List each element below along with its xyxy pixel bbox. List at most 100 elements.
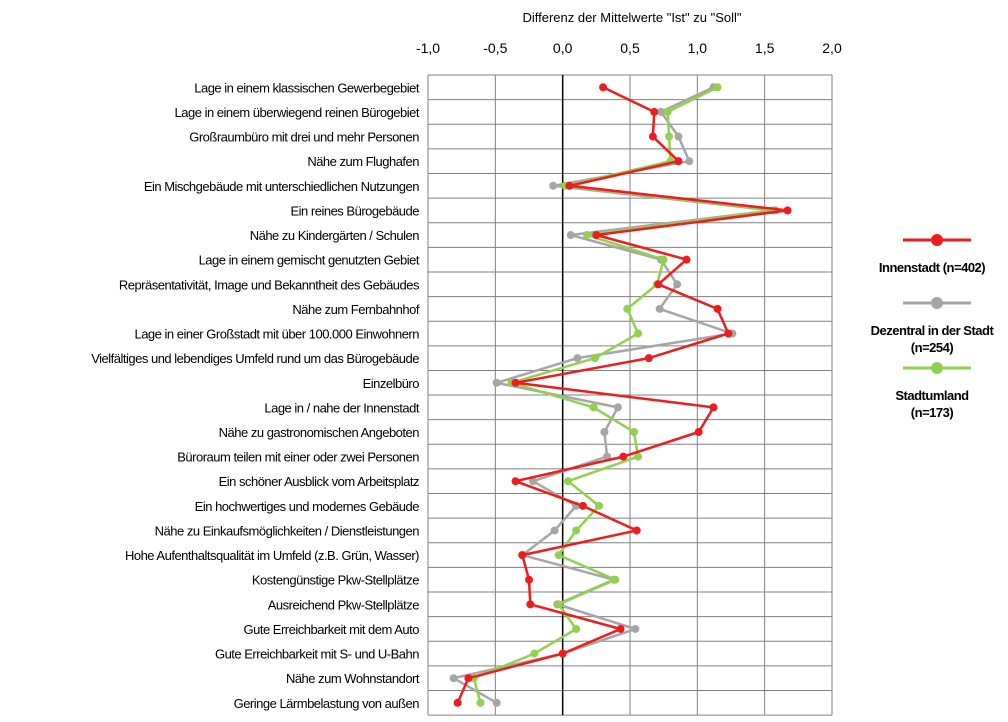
- x-tick-label: 1,0: [688, 40, 708, 56]
- data-point: [582, 231, 591, 240]
- category-label: Repräsentativität, Image und Bekanntheit…: [119, 277, 420, 292]
- data-point: [613, 403, 622, 412]
- category-label: Lage in einem überwiegend reinen Bürogeb…: [175, 105, 420, 120]
- data-point: [549, 181, 558, 190]
- category-label: Vielfältiges und lebendiges Umfeld rund …: [91, 351, 419, 366]
- data-point: [783, 206, 792, 215]
- data-point: [682, 255, 691, 264]
- legend-label: Stadtumland: [895, 388, 969, 403]
- data-point: [492, 698, 501, 707]
- data-point: [634, 329, 643, 338]
- data-point: [572, 624, 581, 633]
- data-point: [565, 181, 574, 190]
- data-point: [650, 107, 659, 116]
- grid: [427, 74, 833, 716]
- legend-label: (n=254): [911, 340, 954, 355]
- data-point: [595, 501, 604, 510]
- category-label: Ein hochwertiges und modernes Gebäude: [195, 499, 420, 514]
- x-tick-labels: -1,0 -0,5 0,0 0,5 1,0 1,5 2,0: [416, 40, 842, 56]
- data-point: [656, 107, 665, 116]
- category-label: Ein Mischgebäude mit unterschiedlichen N…: [144, 179, 419, 194]
- category-label: Gute Erreichbarkeit mit dem Auto: [244, 622, 420, 637]
- data-point: [511, 477, 520, 486]
- category-label: Einzelbüro: [363, 376, 420, 391]
- data-point: [511, 378, 520, 387]
- x-tick-label: 1,5: [755, 40, 775, 56]
- category-label: Hohe Aufenthaltsqualität im Umfeld (z.B.…: [125, 548, 419, 563]
- data-point: [599, 83, 608, 92]
- data-point: [724, 329, 733, 338]
- data-point: [518, 551, 527, 560]
- legend-marker: [931, 297, 943, 309]
- x-tick-label: -0,5: [483, 40, 507, 56]
- category-label: Ein reines Bürogebäude: [291, 203, 420, 218]
- category-label: Nähe zum Fernbahnhof: [292, 302, 419, 317]
- legend-marker: [931, 362, 943, 374]
- data-point: [655, 304, 664, 313]
- data-point: [453, 698, 462, 707]
- series-group: [453, 83, 792, 707]
- data-point: [449, 674, 458, 683]
- data-point: [663, 107, 672, 116]
- category-label: Ausreichend Pkw-Stellplätze: [268, 597, 420, 612]
- category-label: Nähe zu Kindergärten / Schulen: [250, 228, 420, 243]
- data-point: [631, 624, 640, 633]
- category-label: Lage in / nahe der Innenstadt: [264, 400, 420, 415]
- legend: Innenstadt (n=402) Dezentral in der Stadt…: [871, 234, 995, 420]
- category-label: Lage in einem gemischt genutzten Gebiet: [199, 253, 420, 268]
- series-layer: [449, 83, 792, 707]
- data-point: [611, 575, 620, 584]
- data-point: [713, 83, 722, 92]
- x-tick-label: 0,5: [620, 40, 640, 56]
- data-point: [566, 231, 575, 240]
- data-point: [685, 157, 694, 166]
- data-point: [572, 526, 581, 535]
- data-point: [526, 600, 535, 609]
- data-point: [673, 280, 682, 289]
- category-label: Ein schöner Ausblick vom Arbeitsplatz: [219, 474, 419, 489]
- data-point: [623, 304, 632, 313]
- data-point: [590, 354, 599, 363]
- data-point: [578, 501, 587, 510]
- category-label: Nähe zum Flughafen: [307, 154, 419, 169]
- data-point: [616, 624, 625, 633]
- data-point: [674, 132, 683, 141]
- data-point: [632, 526, 641, 535]
- category-label: Nähe zu gastronomischen Angeboten: [219, 425, 420, 440]
- x-tick-label: 0,0: [553, 40, 573, 56]
- data-point: [659, 255, 668, 264]
- data-point: [464, 674, 473, 683]
- category-label: Großraumbüro mit drei und mehr Personen: [189, 130, 419, 145]
- data-point: [600, 427, 609, 436]
- data-point: [589, 403, 598, 412]
- legend-marker: [931, 234, 943, 246]
- data-point: [619, 452, 628, 461]
- data-point: [530, 649, 539, 658]
- data-point: [476, 698, 485, 707]
- data-point: [558, 649, 567, 658]
- category-label: Kostengünstige Pkw-Stellplätze: [252, 573, 419, 588]
- data-point: [550, 526, 559, 535]
- data-point: [665, 132, 674, 141]
- data-point: [529, 477, 538, 486]
- data-point: [554, 600, 563, 609]
- data-point: [709, 403, 718, 412]
- data-point: [592, 231, 601, 240]
- data-point: [554, 551, 563, 560]
- data-point: [713, 304, 722, 313]
- data-point: [648, 132, 657, 141]
- category-label: Nähe zu Einkaufsmöglichkeiten / Dienstle…: [155, 523, 420, 538]
- data-point: [630, 427, 639, 436]
- data-point: [573, 354, 582, 363]
- data-point: [564, 477, 573, 486]
- category-label: Gute Erreichbarkeit mit S- und U-Bahn: [215, 647, 419, 662]
- data-point: [694, 427, 703, 436]
- legend-label: (n=173): [911, 405, 954, 420]
- data-point: [492, 378, 501, 387]
- category-label: Nähe zum Wohnstandort: [286, 671, 420, 686]
- x-tick-label: -1,0: [416, 40, 440, 56]
- data-point: [644, 354, 653, 363]
- category-label: Lage in einer Großstadt mit über 100.000…: [134, 327, 419, 342]
- category-label: Lage in einem klassischen Gewerbegebiet: [194, 80, 420, 95]
